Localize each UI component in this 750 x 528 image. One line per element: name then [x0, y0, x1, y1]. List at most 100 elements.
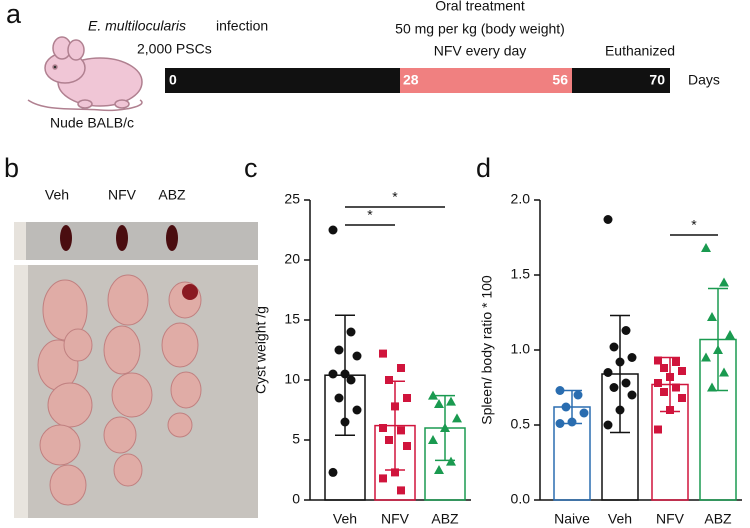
point: [446, 456, 456, 466]
point: [346, 327, 356, 337]
photo-label: ABZ: [158, 187, 186, 203]
point: [379, 349, 387, 358]
point: [573, 390, 583, 400]
point: [352, 351, 362, 361]
point: [713, 345, 723, 354]
point: [385, 436, 393, 444]
point: [340, 417, 350, 427]
significance-label: *: [691, 217, 697, 233]
panel-label: d: [476, 153, 491, 183]
infection: infection: [216, 18, 268, 34]
point: [434, 465, 444, 474]
point: [701, 243, 711, 252]
photo-label: NFV: [108, 187, 137, 203]
point: [621, 378, 631, 388]
y-tick-label: 0.0: [511, 491, 531, 507]
significance-label: *: [392, 189, 398, 205]
point: [385, 376, 393, 384]
y-tick-label: 0.5: [511, 416, 531, 432]
species: E. multilocularis: [88, 18, 186, 34]
point: [672, 358, 680, 366]
point: [654, 356, 662, 365]
point: [579, 408, 589, 418]
y-tick-label: 5: [292, 431, 300, 447]
timeline-segment: [572, 68, 670, 93]
point: [440, 423, 450, 432]
point: [567, 417, 577, 427]
point: [334, 393, 344, 403]
x-tick-label: Veh: [333, 511, 357, 527]
point: [725, 330, 735, 339]
y-tick-label: 2.0: [511, 191, 531, 207]
x-tick-label: Veh: [608, 511, 632, 527]
treatment-line: NFV every day: [434, 43, 527, 59]
point: [403, 442, 411, 450]
timeline-segment: [400, 68, 572, 93]
photo-label: Veh: [45, 187, 69, 203]
y-tick-label: 25: [284, 191, 300, 207]
treatment-line: Oral treatment: [435, 0, 525, 14]
day-label: 0: [169, 72, 177, 88]
point: [609, 383, 619, 392]
point: [603, 215, 613, 224]
day-label: 70: [649, 72, 665, 88]
x-tick-label: ABZ: [431, 511, 459, 527]
point: [678, 367, 686, 375]
endpoint: Euthanized: [605, 43, 675, 59]
panel-label: c: [244, 153, 258, 183]
point: [391, 402, 399, 411]
point: [555, 386, 565, 395]
point: [328, 467, 338, 477]
point: [434, 399, 444, 408]
point: [346, 375, 356, 385]
y-tick-label: 20: [284, 251, 300, 267]
point: [428, 390, 438, 400]
point: [603, 420, 613, 430]
y-tick-label: 15: [284, 311, 300, 327]
y-axis-label: Cyst weight /g: [253, 306, 269, 394]
point: [397, 364, 405, 372]
dose: 2,000 PSCs: [137, 41, 212, 57]
y-tick-label: 1.0: [511, 341, 531, 357]
mouse-icon: [27, 36, 143, 112]
point: [621, 326, 631, 335]
point: [678, 394, 686, 402]
x-tick-label: ABZ: [704, 511, 732, 527]
point: [446, 396, 456, 406]
timeline-segment: [165, 68, 400, 93]
point: [627, 353, 637, 362]
mouse-label: Nude BALB/c: [50, 115, 134, 131]
point: [328, 369, 338, 379]
point: [379, 424, 387, 432]
point: [334, 345, 344, 355]
y-tick-label: 0: [292, 491, 300, 507]
point: [555, 419, 565, 428]
point: [707, 382, 717, 392]
point: [615, 357, 625, 367]
point: [654, 379, 662, 387]
point: [352, 405, 362, 415]
significance-label: *: [367, 207, 373, 223]
point: [397, 486, 405, 495]
point: [707, 312, 717, 321]
point: [609, 342, 619, 352]
point: [328, 225, 338, 235]
point: [654, 425, 662, 434]
point: [660, 388, 668, 396]
x-tick-label: NFV: [381, 511, 410, 527]
x-tick-label: Naive: [554, 511, 590, 527]
point: [660, 364, 668, 372]
point: [397, 426, 405, 435]
day-label: 56: [552, 72, 568, 88]
y-tick-label: 10: [284, 371, 300, 387]
point: [672, 383, 680, 392]
panel-label: b: [4, 153, 19, 183]
treatment-line: 50 mg per kg (body weight): [395, 21, 565, 37]
point: [603, 368, 613, 377]
point: [403, 394, 411, 402]
photo: [14, 222, 258, 518]
point: [391, 468, 399, 477]
point: [666, 406, 674, 414]
x-tick-label: NFV: [656, 511, 685, 527]
y-tick-label: 1.5: [511, 266, 531, 282]
